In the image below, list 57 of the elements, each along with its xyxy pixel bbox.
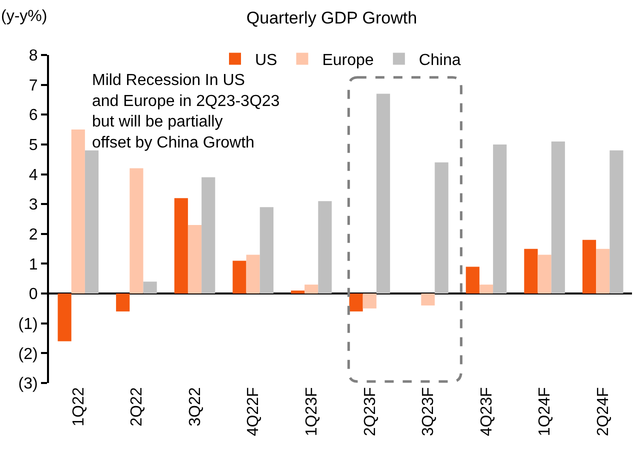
y-tick-label: 5 (28, 137, 38, 154)
annotation: Mild Recession In US and Europe in 2Q23-3Q23 but will be partially offset by China Growth (92, 72, 280, 152)
y-tick-label: (3) (18, 376, 38, 393)
legend-label: Europe (322, 52, 374, 70)
bar (421, 294, 435, 306)
x-tick-label: 1Q23F (304, 386, 321, 436)
bar (479, 284, 494, 294)
bar (290, 290, 305, 294)
bar (84, 150, 99, 294)
x-tick-label: 4Q22F (245, 386, 262, 436)
y-tick-label: 0 (28, 286, 38, 304)
bar (582, 240, 596, 294)
bar (246, 254, 260, 294)
y-tick-label: (2) (18, 346, 38, 363)
y-tick-label: 2 (28, 226, 38, 244)
legend-label: China (418, 52, 461, 70)
x-tick-label: 2Q24F (595, 386, 612, 436)
y-tick-label: 7 (28, 77, 38, 94)
bar (143, 282, 157, 294)
bar (71, 130, 85, 294)
x-tick-label: 1Q24F (536, 386, 554, 436)
bar (202, 177, 216, 294)
bar (362, 294, 376, 308)
y-axis-title: (y-y%) (1, 8, 48, 25)
y-tick-label: 3 (28, 196, 38, 214)
x-tick-label: 2Q22 (128, 387, 146, 426)
bar (466, 266, 480, 294)
bar (349, 294, 363, 312)
bar (434, 162, 448, 294)
chart-title: Quarterly GDP Growth (246, 8, 418, 28)
legend-label: US (255, 52, 278, 70)
bar (318, 201, 332, 294)
x-tick-label: 3Q23F (420, 386, 438, 436)
x-tick-label: 4Q23F (478, 386, 496, 436)
bar (174, 198, 188, 294)
bar (260, 207, 274, 294)
bar (304, 284, 318, 294)
y-tick-label: 1 (28, 256, 38, 274)
x-tick-label: 1Q22 (70, 387, 88, 426)
bar (376, 94, 390, 294)
y-tick-label: 4 (28, 166, 38, 184)
y-tick-label: 6 (28, 107, 38, 124)
bar (58, 294, 72, 342)
y-tick-label: 8 (28, 48, 38, 65)
bar (524, 248, 538, 294)
x-tick-label: 2Q23F (362, 386, 379, 436)
bar (130, 168, 144, 294)
bar (610, 150, 624, 294)
bar (538, 254, 552, 294)
bar (493, 144, 507, 294)
y-tick-label: (1) (18, 316, 38, 333)
x-tick-label: 3Q22 (186, 387, 204, 426)
bar (188, 224, 202, 294)
bar (232, 260, 246, 294)
bar (551, 141, 565, 294)
bar (116, 294, 130, 312)
bar (596, 248, 610, 294)
